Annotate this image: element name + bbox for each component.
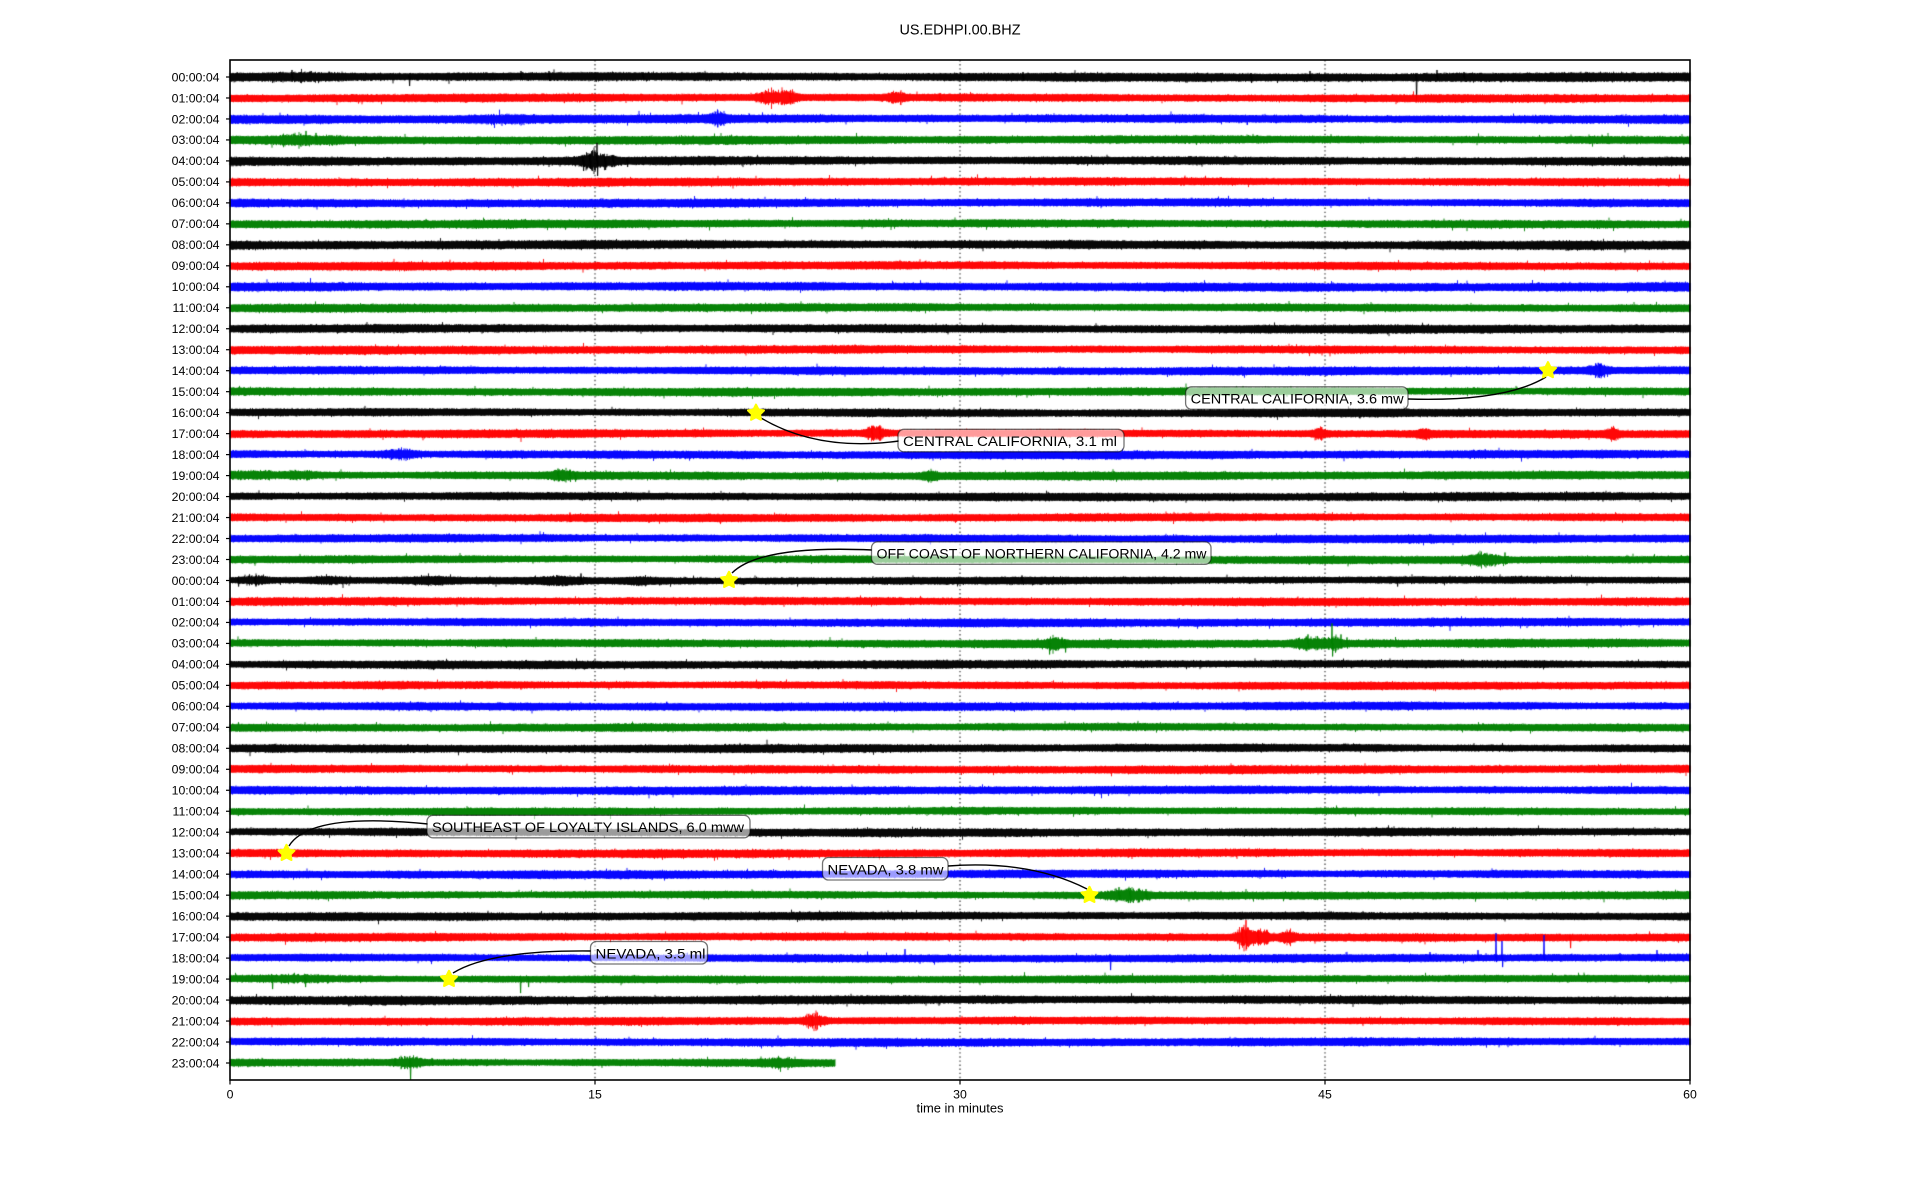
svg-text:CENTRAL CALIFORNIA, 3.6 mw: CENTRAL CALIFORNIA, 3.6 mw: [1191, 392, 1405, 408]
svg-text:11:00:04: 11:00:04: [173, 301, 220, 315]
svg-text:09:00:04: 09:00:04: [172, 763, 220, 777]
svg-text:06:00:04: 06:00:04: [172, 700, 220, 714]
svg-text:13:00:04: 13:00:04: [172, 847, 220, 861]
svg-text:18:00:04: 18:00:04: [172, 951, 220, 965]
svg-text:14:00:04: 14:00:04: [172, 364, 220, 378]
svg-text:time in minutes: time in minutes: [917, 1102, 1004, 1116]
svg-text:22:00:04: 22:00:04: [172, 532, 220, 546]
svg-text:17:00:04: 17:00:04: [172, 427, 220, 441]
svg-text:23:00:04: 23:00:04: [172, 1056, 220, 1070]
svg-text:07:00:04: 07:00:04: [172, 721, 220, 735]
svg-text:30: 30: [953, 1088, 967, 1102]
svg-text:07:00:04: 07:00:04: [172, 217, 220, 231]
svg-text:60: 60: [1683, 1088, 1697, 1102]
svg-text:08:00:04: 08:00:04: [172, 742, 220, 756]
svg-text:22:00:04: 22:00:04: [172, 1035, 220, 1049]
svg-text:21:00:04: 21:00:04: [172, 511, 220, 525]
svg-text:NEVADA, 3.8 mw: NEVADA, 3.8 mw: [828, 862, 945, 878]
svg-text:08:00:04: 08:00:04: [172, 238, 220, 252]
svg-text:13:00:04: 13:00:04: [172, 343, 220, 357]
svg-text:12:00:04: 12:00:04: [172, 826, 220, 840]
svg-text:01:00:04: 01:00:04: [172, 595, 220, 609]
svg-text:01:00:04: 01:00:04: [172, 91, 220, 105]
svg-text:15: 15: [588, 1088, 602, 1102]
svg-text:15:00:04: 15:00:04: [172, 385, 220, 399]
svg-text:SOUTHEAST OF LOYALTY ISLANDS,: SOUTHEAST OF LOYALTY ISLANDS, 6.0 mww: [432, 820, 745, 836]
svg-text:20:00:04: 20:00:04: [172, 993, 220, 1007]
svg-text:02:00:04: 02:00:04: [172, 112, 220, 126]
svg-text:12:00:04: 12:00:04: [172, 322, 220, 336]
svg-text:00:00:04: 00:00:04: [172, 70, 220, 84]
svg-text:17:00:04: 17:00:04: [172, 930, 220, 944]
svg-text:16:00:04: 16:00:04: [172, 909, 220, 923]
svg-text:20:00:04: 20:00:04: [172, 490, 220, 504]
svg-text:OFF COAST OF NORTHERN CALIFORN: OFF COAST OF NORTHERN CALIFORNIA, 4.2 mw: [877, 547, 1208, 563]
svg-text:18:00:04: 18:00:04: [172, 448, 220, 462]
svg-text:02:00:04: 02:00:04: [172, 616, 220, 630]
svg-text:11:00:04: 11:00:04: [173, 805, 220, 819]
svg-text:10:00:04: 10:00:04: [172, 784, 220, 798]
svg-text:05:00:04: 05:00:04: [172, 175, 220, 189]
svg-text:0: 0: [227, 1088, 234, 1102]
svg-text:04:00:04: 04:00:04: [172, 658, 220, 672]
svg-text:03:00:04: 03:00:04: [172, 637, 220, 651]
svg-text:23:00:04: 23:00:04: [172, 553, 220, 567]
svg-text:15:00:04: 15:00:04: [172, 888, 220, 902]
svg-text:19:00:04: 19:00:04: [172, 972, 220, 986]
svg-text:04:00:04: 04:00:04: [172, 154, 220, 168]
svg-text:NEVADA, 3.5 ml: NEVADA, 3.5 ml: [596, 946, 706, 962]
svg-text:16:00:04: 16:00:04: [172, 406, 220, 420]
svg-text:45: 45: [1318, 1088, 1332, 1102]
svg-text:09:00:04: 09:00:04: [172, 259, 220, 273]
svg-text:03:00:04: 03:00:04: [172, 133, 220, 147]
svg-text:05:00:04: 05:00:04: [172, 679, 220, 693]
svg-text:00:00:04: 00:00:04: [172, 574, 220, 588]
svg-text:19:00:04: 19:00:04: [172, 469, 220, 483]
svg-text:14:00:04: 14:00:04: [172, 867, 220, 881]
svg-text:US.EDHPI.00.BHZ: US.EDHPI.00.BHZ: [900, 22, 1021, 38]
svg-text:10:00:04: 10:00:04: [172, 280, 220, 294]
svg-text:21:00:04: 21:00:04: [172, 1014, 220, 1028]
svg-text:CENTRAL CALIFORNIA, 3.1 ml: CENTRAL CALIFORNIA, 3.1 ml: [903, 434, 1117, 450]
svg-text:06:00:04: 06:00:04: [172, 196, 220, 210]
